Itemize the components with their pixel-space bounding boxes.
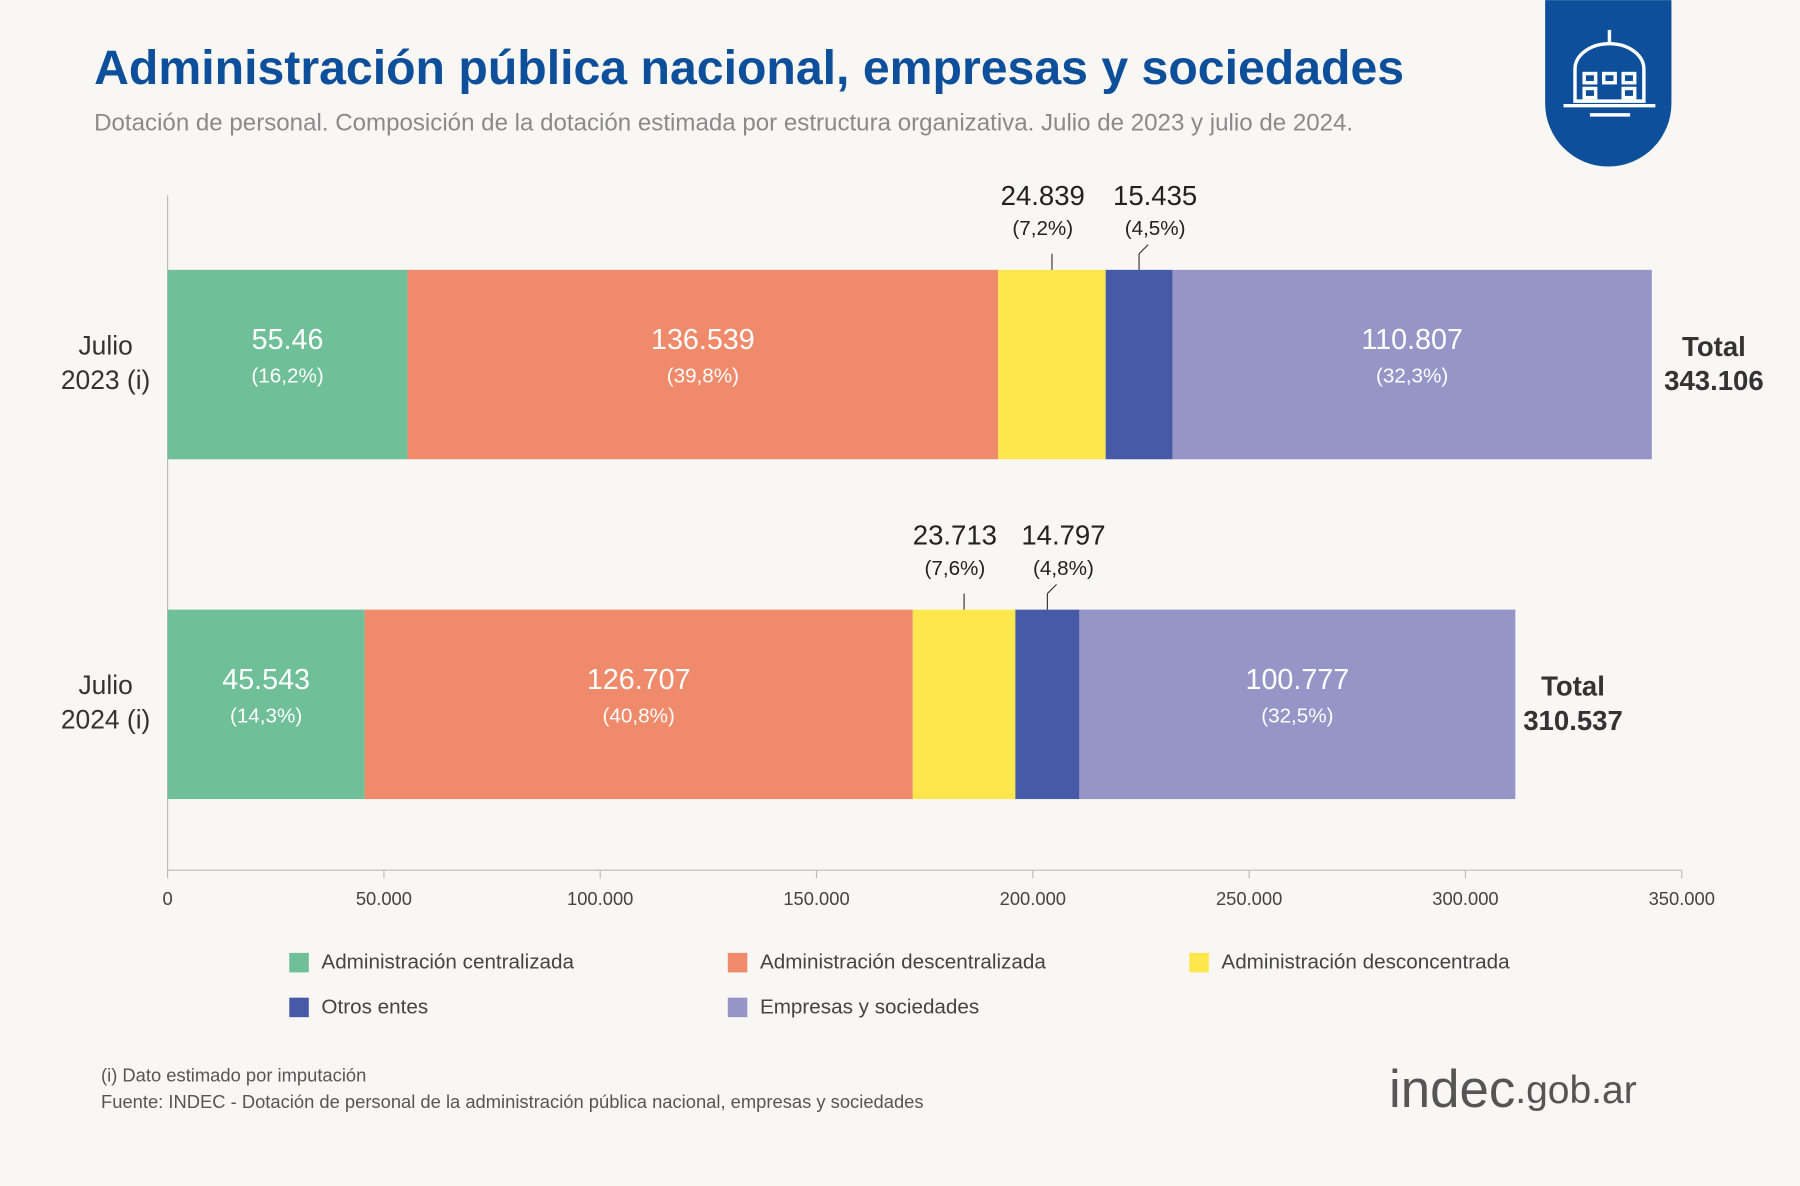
bar-segment xyxy=(1172,269,1652,460)
x-tick-label: 250.000 xyxy=(1216,888,1282,909)
value-label: 55.46 xyxy=(252,324,324,356)
bar-segment xyxy=(407,269,999,460)
category-label: Julio 2023 (i) xyxy=(61,330,150,394)
category-line: Julio xyxy=(78,330,132,360)
bar-segment xyxy=(912,609,1016,800)
total-title: Total xyxy=(1541,671,1605,702)
percent-label: (39,8%) xyxy=(667,365,739,388)
total-label: 343.106 xyxy=(1664,365,1764,396)
leader-line xyxy=(1046,583,1057,594)
percent-label: (4,8%) xyxy=(1033,557,1094,580)
x-tick-label: 150.000 xyxy=(783,888,849,909)
percent-label: (7,2%) xyxy=(1012,217,1073,240)
icon xyxy=(1545,0,1672,167)
legend-swatch xyxy=(289,952,309,973)
value-label: 136.539 xyxy=(651,324,755,356)
percent-label: (4,5%) xyxy=(1125,217,1186,240)
leader-line xyxy=(1138,244,1149,255)
x-tick-label: 50.000 xyxy=(356,888,412,909)
value-label: 100.777 xyxy=(1246,664,1350,696)
legend-swatch xyxy=(1189,952,1209,973)
value-label: 14.797 xyxy=(1021,520,1105,551)
logo-domain: .gob.ar xyxy=(1515,1069,1636,1112)
percent-label: (32,5%) xyxy=(1261,704,1333,727)
value-label: 15.435 xyxy=(1113,180,1197,211)
value-label: 110.807 xyxy=(1361,324,1463,356)
bar-segment xyxy=(167,609,365,800)
legend-swatch xyxy=(289,997,309,1018)
value-label: 24.839 xyxy=(1001,180,1085,211)
percent-label: (14,3%) xyxy=(230,704,302,727)
x-tick-label: 100.000 xyxy=(567,888,633,909)
value-label: 23.713 xyxy=(913,520,997,551)
bar-segment xyxy=(1105,269,1173,460)
legend-swatch xyxy=(727,952,748,973)
total-label: 310.537 xyxy=(1523,705,1623,736)
source: Fuente: INDEC - Dotación de personal de … xyxy=(101,1091,924,1112)
subtitle: Dotación de personal. Composición de la … xyxy=(94,109,1353,136)
bar-segment xyxy=(167,269,408,460)
bar-segment xyxy=(1015,609,1080,800)
total-title: Total xyxy=(1682,331,1746,362)
bar-segment xyxy=(364,609,913,800)
legend-label: Administración descentralizada xyxy=(760,951,1046,974)
logo: indec.gob.ar xyxy=(1389,1060,1637,1119)
percent-label: (32,3%) xyxy=(1376,365,1448,388)
category-line: 2023 (i) xyxy=(61,365,150,395)
x-tick-label: 0 xyxy=(162,888,172,909)
logo-main: indec xyxy=(1389,1060,1515,1119)
x-tick-label: 200.000 xyxy=(1000,888,1066,909)
legend-label: Administración desconcentrada xyxy=(1221,951,1510,974)
bar-segment xyxy=(998,269,1106,460)
value-label: 45.543 xyxy=(222,664,310,696)
legend-swatch xyxy=(727,997,748,1018)
chart-title: Administración pública nacional, empresa… xyxy=(94,41,1404,95)
bar-segment xyxy=(1079,609,1516,800)
percent-label: (7,6%) xyxy=(924,557,985,580)
percent-label: (40,8%) xyxy=(603,704,675,727)
legend-label: Empresas y sociedades xyxy=(760,995,979,1018)
category-label: Julio 2024 (i) xyxy=(61,670,150,734)
x-tick-label: 300.000 xyxy=(1432,888,1498,909)
legend-label: Otros entes xyxy=(321,995,428,1018)
category-line: Julio xyxy=(78,670,132,700)
percent-label: (16,2%) xyxy=(251,365,323,388)
x-tick-label: 350.000 xyxy=(1649,888,1715,909)
legend-label: Administración centralizada xyxy=(321,951,574,974)
category-line: 2024 (i) xyxy=(61,705,150,735)
footnote: (i) Dato estimado por imputación xyxy=(101,1065,366,1086)
value-label: 126.707 xyxy=(587,664,691,696)
